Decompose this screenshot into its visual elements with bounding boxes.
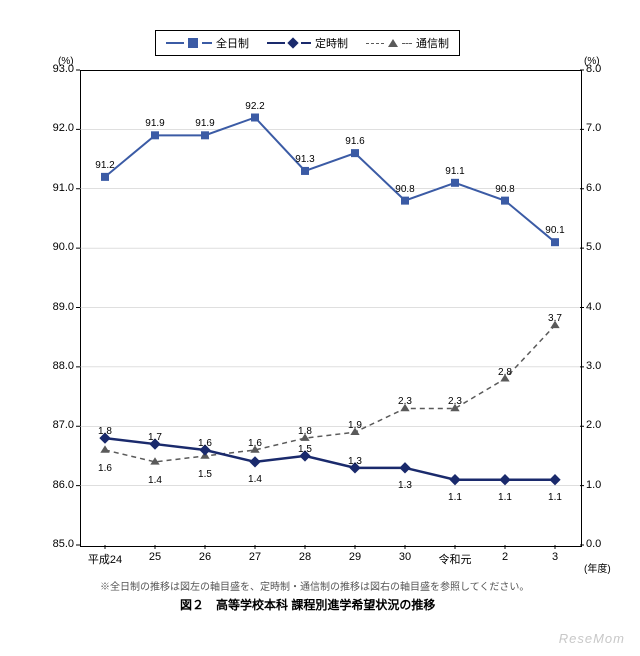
x-tick-label: 令和元 — [439, 551, 472, 567]
x-tick-label: 25 — [149, 551, 161, 563]
x-tick-label: 平成24 — [88, 551, 122, 567]
x-tick-label: 30 — [399, 551, 411, 563]
x-tick-label: 26 — [199, 551, 211, 563]
data-label: 2.3 — [398, 396, 412, 407]
data-label: 3.7 — [548, 313, 562, 324]
x-tick-label: 29 — [349, 551, 361, 563]
left-tick-label: 86.0 — [44, 479, 74, 491]
left-tick-label: 90.0 — [44, 241, 74, 253]
data-label: 2.3 — [448, 396, 462, 407]
data-label: 2.8 — [498, 367, 512, 378]
data-label: 1.8 — [298, 426, 312, 437]
data-label: 91.2 — [95, 160, 114, 171]
right-tick-label: 7.0 — [586, 122, 601, 134]
data-label: 90.1 — [545, 225, 564, 236]
watermark: ReseMom — [559, 631, 625, 646]
right-tick-label: 1.0 — [586, 479, 601, 491]
right-tick-label: 0.0 — [586, 538, 601, 550]
data-label: 91.6 — [345, 136, 364, 147]
data-label: 1.5 — [198, 469, 212, 480]
data-label: 1.3 — [348, 456, 362, 467]
left-tick-label: 85.0 — [44, 538, 74, 550]
data-label: 91.9 — [145, 118, 164, 129]
right-tick-label: 5.0 — [586, 241, 601, 253]
x-tick-label: 27 — [249, 551, 261, 563]
left-tick-label: 92.0 — [44, 122, 74, 134]
data-label: 1.6 — [248, 438, 262, 449]
left-tick-label: 89.0 — [44, 301, 74, 313]
data-label: 1.4 — [248, 474, 262, 485]
x-tick-label: 3 — [552, 551, 558, 563]
data-label: 1.1 — [548, 492, 562, 503]
data-label: 1.9 — [348, 420, 362, 431]
data-label: 1.3 — [398, 480, 412, 491]
data-label: 91.9 — [195, 118, 214, 129]
data-label: 1.7 — [148, 432, 162, 443]
data-label: 1.1 — [498, 492, 512, 503]
note-text: ※全日制の推移は図左の軸目盛を、定時制・通信制の推移は図右の軸目盛を参照してくだ… — [100, 578, 529, 593]
data-label: 90.8 — [395, 184, 414, 195]
data-label: 1.1 — [448, 492, 462, 503]
right-tick-label: 8.0 — [586, 63, 601, 75]
right-tick-label: 4.0 — [586, 301, 601, 313]
left-tick-label: 91.0 — [44, 182, 74, 194]
data-label: 1.6 — [198, 438, 212, 449]
right-tick-label: 3.0 — [586, 360, 601, 372]
page-root: 全日制 定時制 通信制 (%) (%) (年度) ※全日制の推移は図左の軸目盛を… — [0, 0, 640, 656]
data-label: 1.6 — [98, 463, 112, 474]
data-label: 1.8 — [98, 426, 112, 437]
right-tick-label: 6.0 — [586, 182, 601, 194]
data-label: 90.8 — [495, 184, 514, 195]
data-label: 92.2 — [245, 101, 264, 112]
data-label: 91.3 — [295, 154, 314, 165]
left-tick-label: 88.0 — [44, 360, 74, 372]
left-tick-label: 93.0 — [44, 63, 74, 75]
right-tick-label: 2.0 — [586, 419, 601, 431]
x-tick-label: 28 — [299, 551, 311, 563]
left-tick-label: 87.0 — [44, 419, 74, 431]
data-label: 1.5 — [298, 444, 312, 455]
data-label: 1.4 — [148, 475, 162, 486]
x-tick-label: 2 — [502, 551, 508, 563]
data-label: 91.1 — [445, 166, 464, 177]
caption-text: 図２ 高等学校本科 課程別進学希望状況の推移 — [180, 596, 435, 613]
